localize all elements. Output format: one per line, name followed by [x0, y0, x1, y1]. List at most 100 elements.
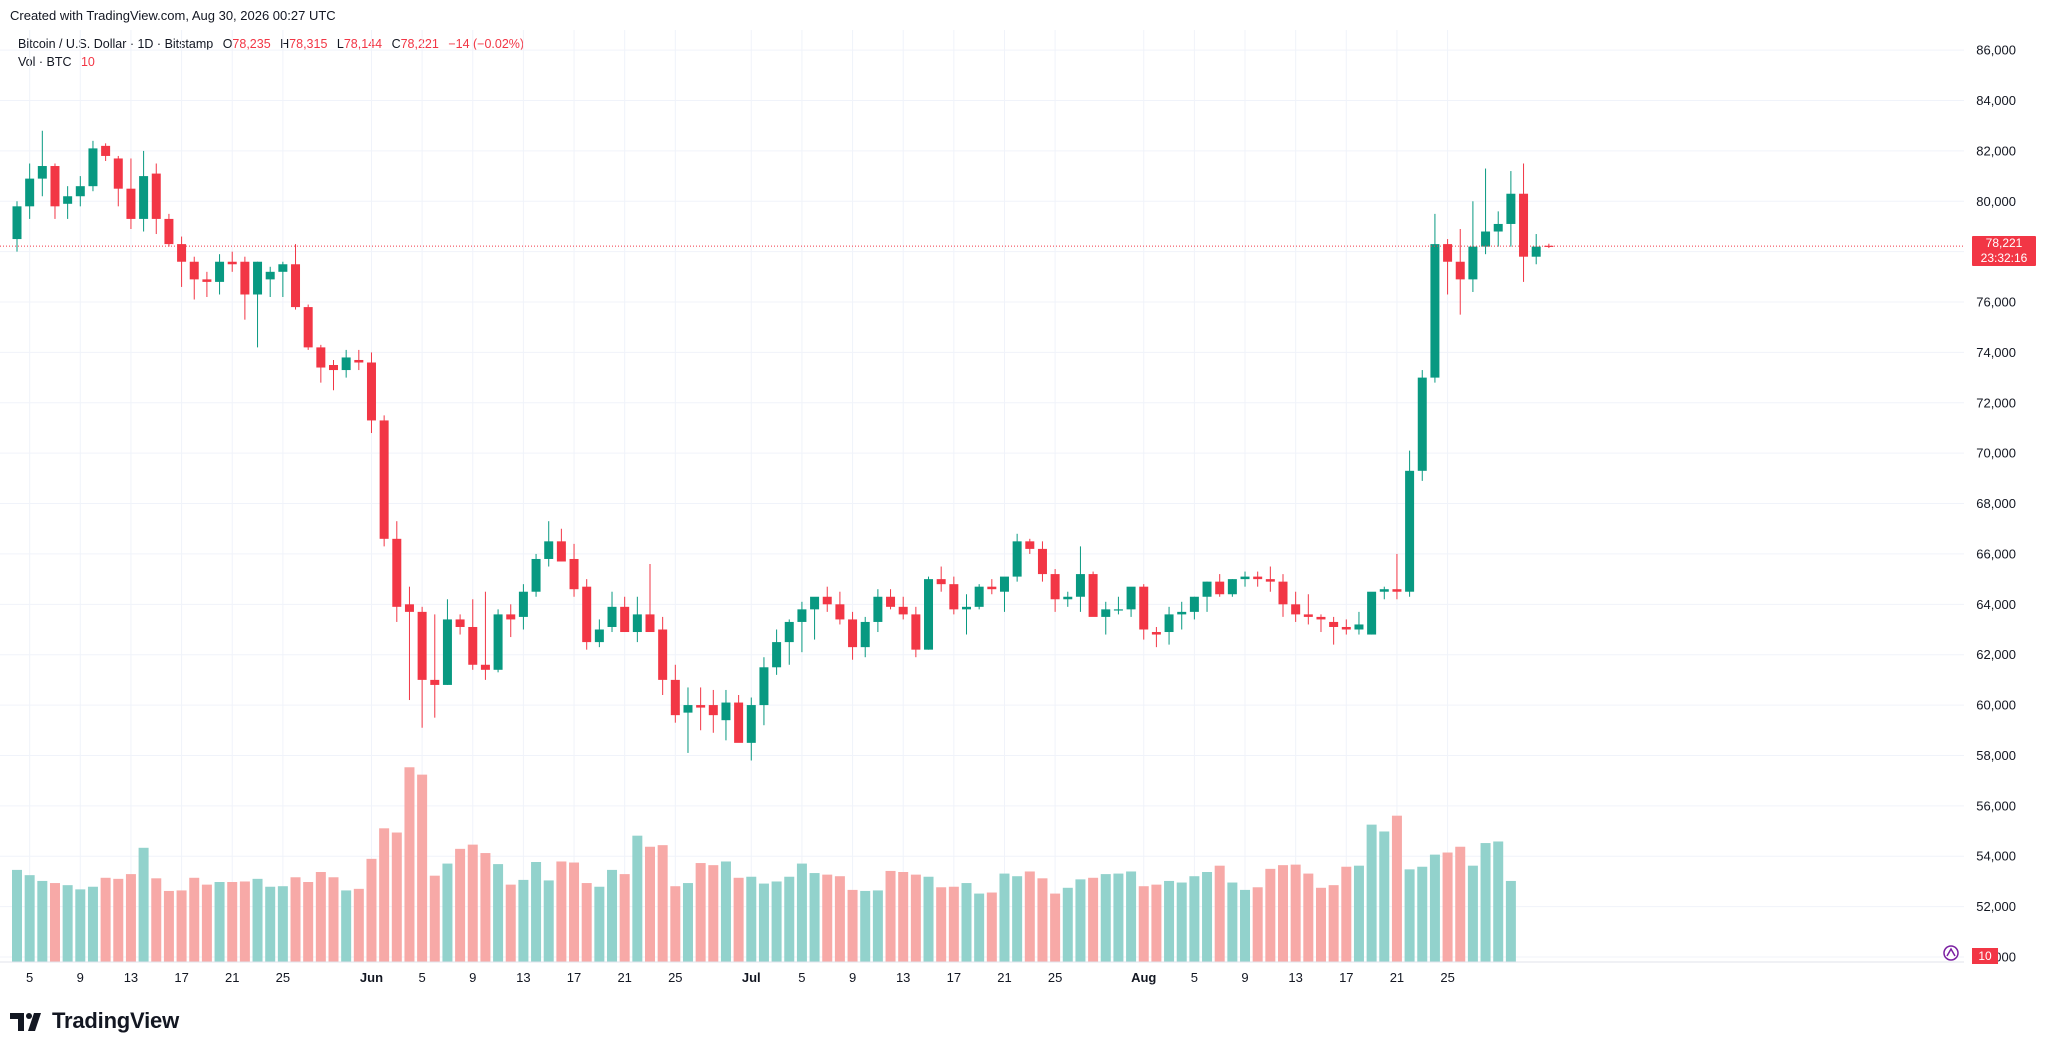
candle-body: [962, 606, 971, 610]
candle: [1240, 571, 1250, 587]
price-tick-label: 70,000: [1976, 446, 2016, 461]
close-label: C: [391, 37, 401, 51]
candle-body: [75, 186, 85, 197]
volume-label[interactable]: Vol · BTC: [18, 55, 72, 69]
candle: [860, 616, 870, 658]
candle-body: [784, 621, 794, 643]
candle-body: [746, 705, 756, 743]
volume-bar: [1391, 815, 1402, 962]
candle-body: [316, 347, 326, 368]
candle-body: [759, 667, 769, 706]
high-value: 78,315: [289, 37, 328, 51]
volume-bar: [315, 872, 326, 962]
time-tick-label: 5: [26, 970, 33, 985]
candle-body: [810, 596, 820, 610]
candle: [759, 657, 769, 726]
volume-bar: [467, 844, 478, 962]
time-tick-label: 13: [1288, 970, 1302, 985]
volume-bar: [37, 880, 48, 962]
candle-body: [189, 261, 199, 280]
volume-bar: [1113, 873, 1124, 962]
volume-bar: [1126, 871, 1137, 962]
candle: [1126, 586, 1136, 617]
candle-body: [1468, 246, 1478, 280]
time-axis: 5 9 13 17 21 25 Jun 5 9 13 17 21 25 Jul 5 9 13 17 21 25 Aug 5…: [26, 970, 1455, 985]
last-price-label: 78,221 23:32:16: [1972, 236, 2036, 266]
candle: [392, 521, 402, 622]
volume-bar: [1341, 866, 1352, 962]
candle: [1113, 596, 1123, 615]
candle-body: [1417, 377, 1427, 471]
last-volume-label: 10: [1972, 948, 1998, 964]
candle: [658, 616, 668, 695]
open-label: O: [222, 37, 233, 51]
candle: [1354, 611, 1364, 635]
price-tick-label: 66,000: [1976, 546, 2016, 561]
candle: [1367, 591, 1377, 635]
volume-bar: [543, 880, 554, 962]
candle: [442, 599, 452, 685]
candle-body: [88, 148, 98, 187]
candle: [63, 186, 73, 219]
candle-body: [1379, 589, 1389, 592]
volume-bar: [569, 862, 580, 962]
price-tick-label: 62,000: [1976, 647, 2016, 662]
candle: [1519, 163, 1529, 282]
tradingview-logo[interactable]: TradingView: [10, 1008, 179, 1034]
candle: [1139, 584, 1149, 640]
time-tick-label: 13: [516, 970, 530, 985]
price-tick-label: 54,000: [1976, 849, 2016, 864]
time-tick-label: 17: [174, 970, 188, 985]
volume-bar: [239, 881, 250, 962]
volume-bar: [670, 886, 681, 962]
candle: [620, 596, 630, 633]
volume-bar: [948, 886, 959, 962]
candle: [683, 687, 693, 753]
time-tick-label: 25: [276, 970, 290, 985]
candle-body: [25, 178, 35, 207]
time-tick-label: 21: [225, 970, 239, 985]
candle: [531, 553, 541, 597]
candle: [354, 349, 364, 371]
candle-body: [493, 614, 503, 670]
candle-body: [417, 611, 427, 680]
candle-body: [430, 679, 440, 685]
candle: [215, 254, 225, 295]
volume-bar: [872, 890, 883, 962]
ohlc-legend: Bitcoin / U.S. Dollar · 1D · Bitstamp O 7…: [18, 37, 524, 51]
volume-bar: [758, 883, 769, 962]
time-tick-label: Jun: [360, 970, 383, 985]
candle-body: [12, 206, 22, 240]
symbol-title[interactable]: Bitcoin / U.S. Dollar · 1D · Bitstamp: [18, 37, 214, 51]
volume-bar: [1467, 865, 1478, 962]
candle: [544, 521, 554, 567]
candle: [936, 566, 946, 592]
candle: [177, 236, 187, 287]
candle-body: [1265, 579, 1275, 582]
time-tick-label: 21: [617, 970, 631, 985]
tradingview-logo-text: TradingView: [52, 1008, 179, 1033]
candle: [772, 629, 782, 675]
candle: [202, 271, 212, 298]
price-tick-label: 80,000: [1976, 194, 2016, 209]
time-tick-label: Aug: [1131, 970, 1156, 985]
candle: [1506, 171, 1516, 247]
candle: [974, 584, 984, 610]
volume-bar: [834, 876, 845, 962]
volume-legend: Vol · BTC 10: [18, 55, 95, 69]
candle-body: [392, 538, 402, 607]
volume-bar: [1075, 879, 1086, 962]
candle: [25, 163, 35, 219]
volume-bar: [974, 893, 985, 962]
candle: [924, 576, 934, 650]
candle: [316, 344, 326, 383]
candle-body: [1519, 193, 1529, 257]
candle-body: [151, 173, 161, 219]
candle: [582, 579, 592, 650]
volume-bar: [1278, 865, 1288, 962]
candle: [1303, 594, 1313, 625]
candle: [278, 261, 288, 298]
volume-bar: [594, 886, 605, 962]
candle-body: [341, 357, 351, 371]
